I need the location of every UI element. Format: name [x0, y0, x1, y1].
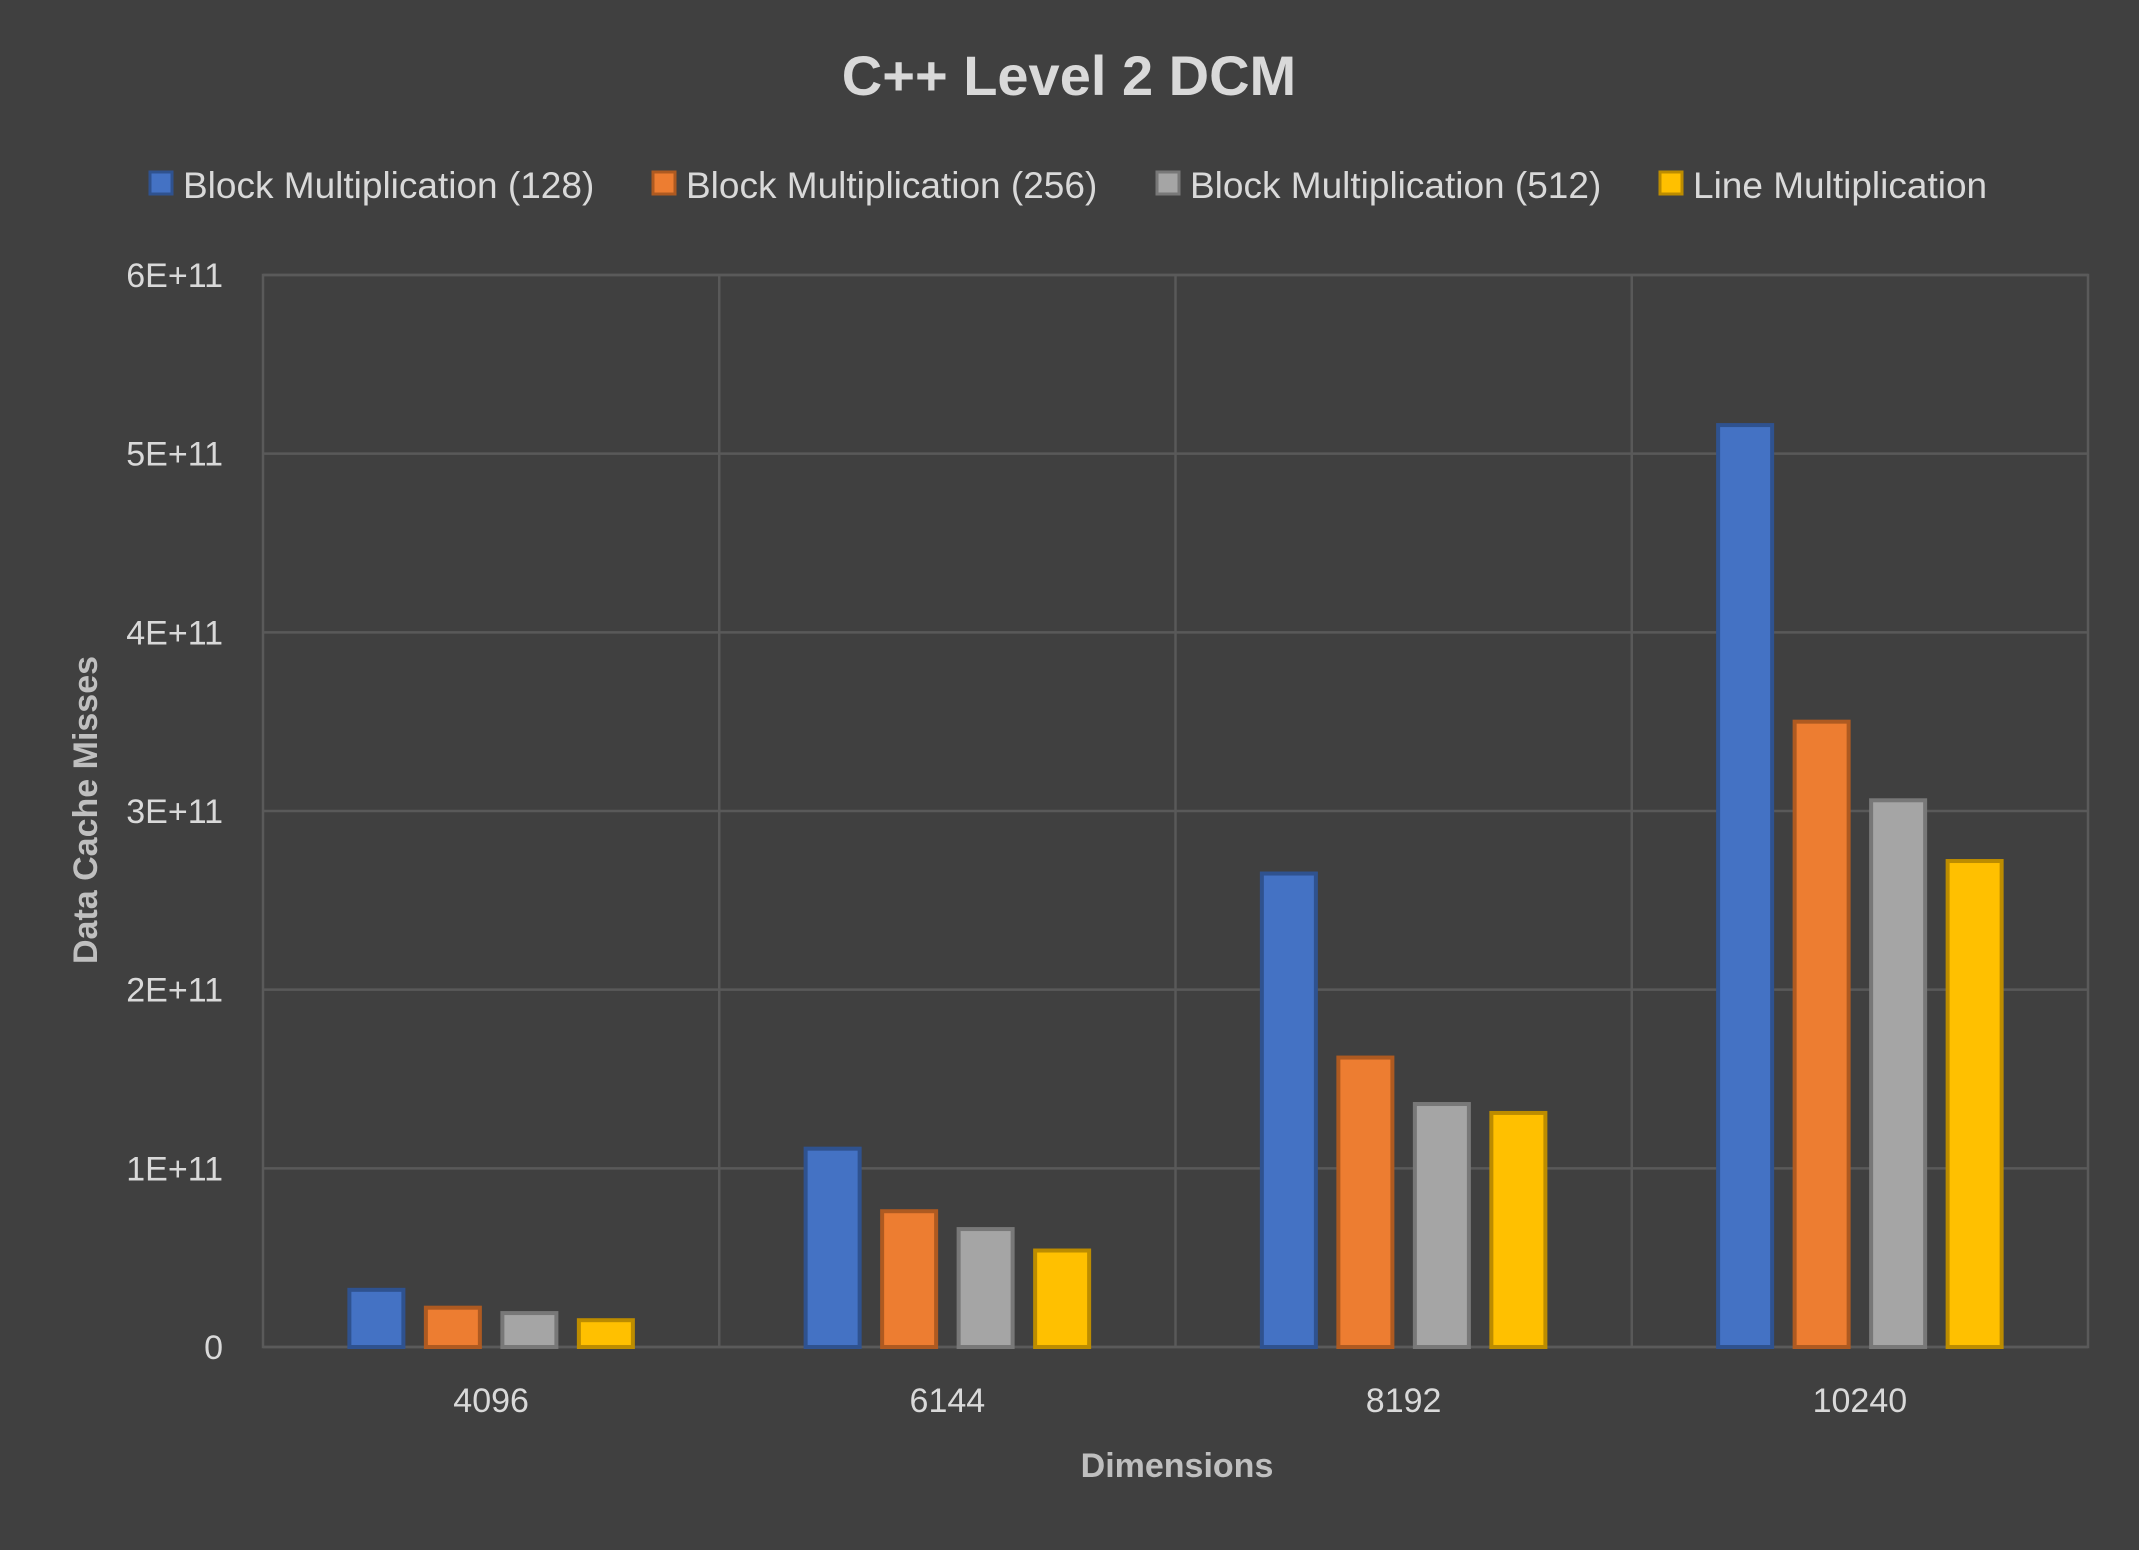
y-tick-label: 6E+11: [126, 257, 223, 295]
y-tick-label: 2E+11: [126, 972, 223, 1010]
bar-line-multiplication-6144: [1033, 1248, 1092, 1350]
legend-swatch-block-multiplication-256: [651, 170, 677, 196]
chart-title: C++ Level 2 DCM: [842, 44, 1296, 107]
chart-legend: Block Multiplication (128) Block Multipli…: [148, 165, 1987, 206]
y-axis-ticks: 0 1E+11 2E+11 3E+11 4E+11 5E+11 6E+11: [126, 257, 223, 1367]
x-tick-label: 4096: [453, 1382, 529, 1420]
y-tick-label: 5E+11: [126, 436, 223, 474]
x-axis-ticks: 4096 6144 8192 10240: [453, 1382, 1907, 1420]
bar-line-multiplication-8192: [1489, 1110, 1548, 1349]
x-axis-title: Dimensions: [1081, 1447, 1274, 1485]
bar-block-multiplication-128-4096: [347, 1287, 406, 1349]
bar-block-multiplication-512-10240: [1869, 798, 1928, 1349]
legend-label-block-multiplication-128: Block Multiplication (128): [183, 165, 594, 206]
bar-block-multiplication-128-6144: [803, 1146, 862, 1350]
legend-swatch-block-multiplication-128: [148, 170, 174, 196]
bars-group: [347, 423, 2004, 1350]
y-tick-label: 0: [204, 1329, 223, 1367]
legend-label-block-multiplication-512: Block Multiplication (512): [1190, 165, 1601, 206]
plot-area-frame: [261, 273, 2090, 1349]
legend-label-line-multiplication: Line Multiplication: [1693, 165, 1987, 206]
legend-swatch-line-multiplication: [1658, 170, 1684, 196]
bar-block-multiplication-256-6144: [880, 1209, 939, 1350]
x-tick-label: 8192: [1366, 1382, 1442, 1420]
bar-block-multiplication-256-8192: [1336, 1055, 1395, 1350]
bar-block-multiplication-128-10240: [1716, 423, 1775, 1349]
x-tick-label: 6144: [910, 1382, 986, 1420]
bar-block-multiplication-256-4096: [423, 1305, 482, 1350]
bar-line-multiplication-4096: [576, 1318, 635, 1349]
bar-block-multiplication-512-6144: [956, 1227, 1015, 1349]
y-tick-label: 1E+11: [126, 1150, 223, 1188]
y-tick-label: 3E+11: [126, 793, 223, 831]
x-tick-label: 10240: [1813, 1382, 1908, 1420]
bar-block-multiplication-128-8192: [1259, 871, 1318, 1349]
bar-block-multiplication-512-4096: [500, 1311, 559, 1350]
bar-block-multiplication-256-10240: [1792, 719, 1851, 1349]
bar-line-multiplication-10240: [1945, 859, 2004, 1349]
bar-block-multiplication-512-8192: [1412, 1102, 1471, 1349]
legend-label-block-multiplication-256: Block Multiplication (256): [686, 165, 1097, 206]
y-axis-title: Data Cache Misses: [67, 656, 105, 964]
legend-swatch-block-multiplication-512: [1155, 170, 1181, 196]
y-tick-label: 4E+11: [126, 614, 223, 652]
gridlines: [261, 273, 2090, 1349]
